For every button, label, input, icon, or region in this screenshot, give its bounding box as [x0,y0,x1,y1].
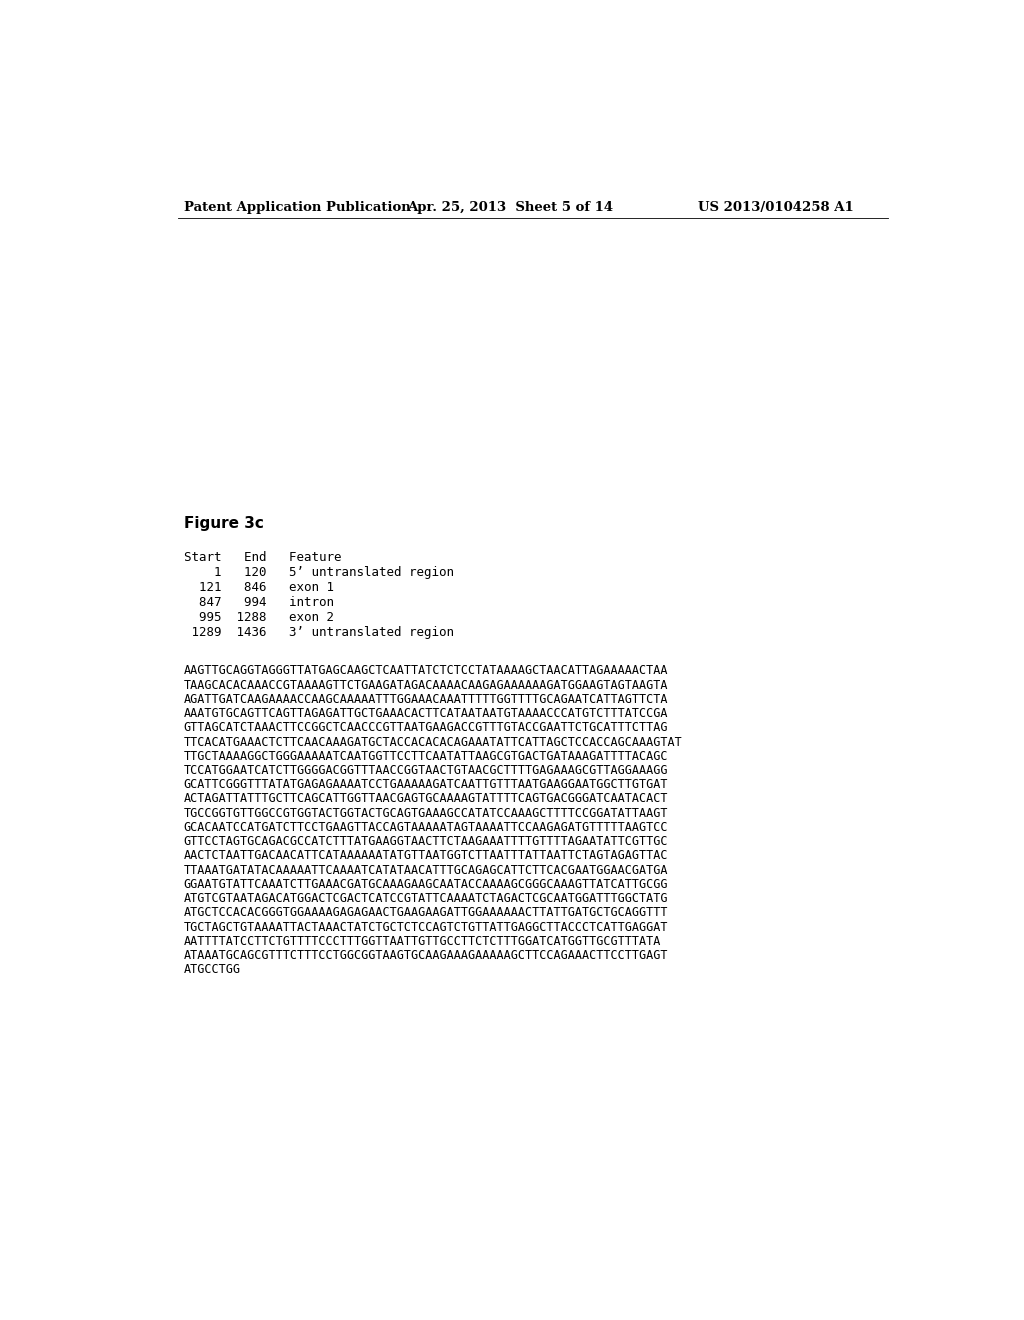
Text: Patent Application Publication: Patent Application Publication [183,201,411,214]
Text: TCCATGGAATCATCTTGGGGACGGTTTAACCGGTAACTGTAACGCTTTTGAGAAAGCGTTAGGAAAGG: TCCATGGAATCATCTTGGGGACGGTTTAACCGGTAACTGT… [183,764,669,777]
Text: 1   120   5’ untranslated region: 1 120 5’ untranslated region [183,566,454,579]
Text: TTGCTAAAAGGCTGGGAAAAATCAATGGTTCCTTCAATATTAAGCGTGACTGATAAAGATTTTACAGC: TTGCTAAAAGGCTGGGAAAAATCAATGGTTCCTTCAATAT… [183,750,669,763]
Text: AAATGTGCAGTTCAGTTAGAGATTGCTGAAACACTTCATAATAATGTAAAACCCATGTCTTTATCCGA: AAATGTGCAGTTCAGTTAGAGATTGCTGAAACACTTCATA… [183,708,669,719]
Text: US 2013/0104258 A1: US 2013/0104258 A1 [697,201,853,214]
Text: ATGCTCCACACGGGTGGAAAAGAGAGAACTGAAGAAGATTGGAAAAAACTTATTGATGCTGCAGGTTT: ATGCTCCACACGGGTGGAAAAGAGAGAACTGAAGAAGATT… [183,907,669,920]
Text: Start   End   Feature: Start End Feature [183,552,341,564]
Text: TTCACATGAAACTCTTCAACAAAGATGCTACCACACACAGAAATATTCATTAGCTCCACCAGCAAAGTAT: TTCACATGAAACTCTTCAACAAAGATGCTACCACACACAG… [183,735,683,748]
Text: Apr. 25, 2013  Sheet 5 of 14: Apr. 25, 2013 Sheet 5 of 14 [407,201,613,214]
Text: AATTTTATCCTTCTGTTTTCCCTTTGGTTAATTGTTGCCTTCTCTTTGGATCATGGTTGCGTTTATA: AATTTTATCCTTCTGTTTTCCCTTTGGTTAATTGTTGCCT… [183,935,662,948]
Text: ACTAGATTATTTGCTTCAGCATTGGTTAACGAGTGCAAAAGTATTTTCAGTGACGGGATCAATACACT: ACTAGATTATTTGCTTCAGCATTGGTTAACGAGTGCAAAA… [183,792,669,805]
Text: 1289  1436   3’ untranslated region: 1289 1436 3’ untranslated region [183,626,454,639]
Text: TGCTAGCTGTAAAATTACTAAACTATCTGCTCTCCAGTCTGTTATTGAGGCTTACCCTCATTGAGGAT: TGCTAGCTGTAAAATTACTAAACTATCTGCTCTCCAGTCT… [183,921,669,933]
Text: ATAAATGCAGCGTTTCTTTCCTGGCGGTAAGTGCAAGAAAGAAAAAGCTTCCAGAAACTTCCTTGAGT: ATAAATGCAGCGTTTCTTTCCTGGCGGTAAGTGCAAGAAA… [183,949,669,962]
Text: GCATTCGGGTTTATATGAGAGAAAATCCTGAAAAAGATCAATTGTTTAATGAAGGAATGGCTTGTGAT: GCATTCGGGTTTATATGAGAGAAAATCCTGAAAAAGATCA… [183,779,669,791]
Text: ATGCCTGG: ATGCCTGG [183,964,241,977]
Text: 121   846   exon 1: 121 846 exon 1 [183,581,334,594]
Text: TGCCGGTGTTGGCCGTGGTACTGGTACTGCAGTGAAAGCCATATCCAAAGCTTTTCCGGATATTAAGT: TGCCGGTGTTGGCCGTGGTACTGGTACTGCAGTGAAAGCC… [183,807,669,820]
Text: GCACAATCCATGATCTTCCTGAAGTTACCAGTAAAAATAGTAAAATTCCAAGAGATGTTTTTAAGTCC: GCACAATCCATGATCTTCCTGAAGTTACCAGTAAAAATAG… [183,821,669,834]
Text: AGATTGATCAAGAAAACCAAGCAAAAATTTGGAAACAAATTTTTGGTTTTGCAGAATCATTAGTTCTA: AGATTGATCAAGAAAACCAAGCAAAAATTTGGAAACAAAT… [183,693,669,706]
Text: GTTAGCATCTAAACTTCCGGCTCAACCCGTTAATGAAGACCGTTTGTACCGAATTCTGCATTTCTTAG: GTTAGCATCTAAACTTCCGGCTCAACCCGTTAATGAAGAC… [183,721,669,734]
Text: GTTCCTAGTGCAGACGCCATCTTTATGAAGGTAACTTCTAAGAAATTTTGTTTTAGAATATTCGTTGC: GTTCCTAGTGCAGACGCCATCTTTATGAAGGTAACTTCTA… [183,836,669,849]
Text: 995  1288   exon 2: 995 1288 exon 2 [183,611,334,624]
Text: GGAATGTATTCAAATCTTGAAACGATGCAAAGAAGCAATACCAAAAGCGGGCAAAGTTATCATTGCGG: GGAATGTATTCAAATCTTGAAACGATGCAAAGAAGCAATA… [183,878,669,891]
Text: AACTCTAATTGACAACATTCATAAAAAATATGTTAATGGTCTTAATTTATTAATTCTAGTAGAGTTAC: AACTCTAATTGACAACATTCATAAAAAATATGTTAATGGT… [183,850,669,862]
Text: 847   994   intron: 847 994 intron [183,597,334,609]
Text: Figure 3c: Figure 3c [183,516,263,532]
Text: AAGTTGCAGGTAGGGTTATGAGCAAGCTCAATTATCTCTCCTATAAAAGCTAACATTAGAAAAACTAA: AAGTTGCAGGTAGGGTTATGAGCAAGCTCAATTATCTCTC… [183,664,669,677]
Text: ATGTCGTAATAGACATGGACTCGACTCATCCGTATTCAAAATCTAGACTCGCAATGGATTTGGCTATG: ATGTCGTAATAGACATGGACTCGACTCATCCGTATTCAAA… [183,892,669,906]
Text: TAAGCACACAAACCGTAAAAGTTCTGAAGATAGACAAAACAAGAGAAAAAAGATGGAAGTAGTAAGTA: TAAGCACACAAACCGTAAAAGTTCTGAAGATAGACAAAAC… [183,678,669,692]
Text: TTAAATGATATACAAAAATTCAAAATCATATAACATTTGCAGAGCATTCTTCACGAATGGAACGATGA: TTAAATGATATACAAAAATTCAAAATCATATAACATTTGC… [183,863,669,876]
